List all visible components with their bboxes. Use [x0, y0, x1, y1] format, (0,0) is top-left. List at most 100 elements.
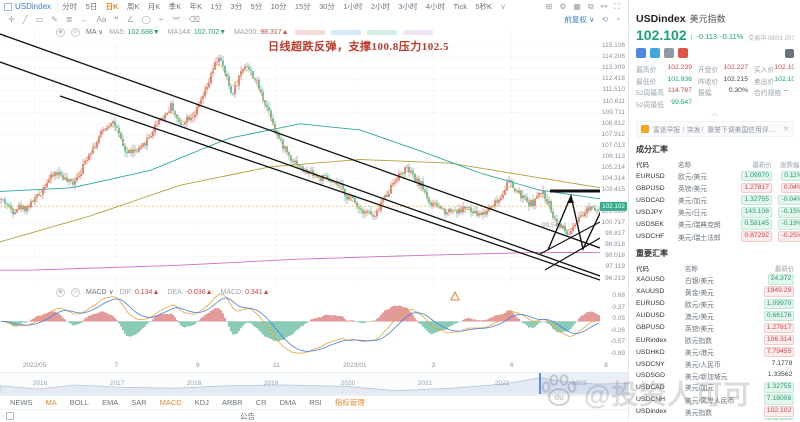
- ellipse-icon[interactable]: ◯: [141, 14, 151, 24]
- indicator-dma[interactable]: DMA: [279, 398, 297, 407]
- indicator-sar[interactable]: SAR: [131, 398, 147, 407]
- link-icon[interactable]: ⚯: [600, 1, 608, 11]
- candlestick-chart[interactable]: [0, 26, 600, 286]
- period-年K[interactable]: 年K: [189, 2, 203, 11]
- period-more-dropdown[interactable]: ∨: [500, 2, 506, 11]
- period-4小时[interactable]: 4小时: [425, 2, 446, 11]
- period-1小时[interactable]: 1小时: [343, 2, 363, 11]
- period-5秒K[interactable]: 5秒K: [475, 2, 493, 11]
- rectangle-icon[interactable]: ▭: [35, 14, 44, 24]
- column-header[interactable]: 涨跌幅 ∨: [794, 262, 800, 274]
- overlay-icon[interactable]: ⊞: [545, 1, 553, 11]
- indicator-manage-button[interactable]: 指标管理: [334, 398, 365, 407]
- quote-action-icon-3[interactable]: [664, 48, 674, 58]
- period-分时[interactable]: 分时: [62, 2, 78, 11]
- quote-action-icon-2[interactable]: [650, 48, 660, 58]
- period-3小时[interactable]: 3小时: [398, 2, 418, 11]
- period-月K[interactable]: 月K: [147, 2, 161, 11]
- quote-action-icon-1[interactable]: [636, 48, 646, 58]
- indicator-boll[interactable]: BOLL: [69, 398, 89, 407]
- adjust-dropdown[interactable]: 前复权 ∨: [564, 15, 595, 24]
- period-1分[interactable]: 1分: [210, 2, 223, 11]
- arrow-left-icon[interactable]: ←: [80, 14, 89, 24]
- fullscreen-icon[interactable]: ⛶: [614, 1, 620, 11]
- symbol-tab[interactable]: USDindex: [0, 0, 59, 13]
- column-header[interactable]: 代码: [636, 162, 649, 169]
- comment-icon[interactable]: ❝: [114, 14, 119, 24]
- column-header[interactable]: 最新价: [752, 162, 773, 169]
- period-10分[interactable]: 10分: [270, 2, 287, 11]
- column-header[interactable]: 名称: [684, 265, 698, 273]
- indicator-arbr[interactable]: ARBR: [221, 398, 243, 407]
- angle-icon[interactable]: ∠: [126, 14, 134, 24]
- macd-settings-icon[interactable]: ◎: [71, 287, 80, 297]
- period-15分[interactable]: 15分: [294, 2, 311, 11]
- indicator-macd[interactable]: MACD: [159, 398, 182, 407]
- settings-icon[interactable]: ⚙: [559, 1, 567, 11]
- news-banner[interactable]: 富途早报｜突发！惠誉下调美国信用评级，道琼… ✕: [636, 121, 794, 137]
- text-icon[interactable]: Aa: [96, 14, 107, 24]
- indicator-news[interactable]: NEWS: [10, 398, 33, 407]
- crosshair-icon[interactable]: ✛: [8, 14, 15, 24]
- navigator-selection[interactable]: [538, 373, 630, 395]
- indicator-kdj[interactable]: KDJ: [194, 398, 209, 407]
- indicator-ma[interactable]: MA: [45, 398, 57, 407]
- announcement-tab[interactable]: 公告: [240, 412, 255, 421]
- timeline-navigator[interactable]: 2016 2017 2018 2019 2020 2021 2022 2023: [0, 372, 630, 396]
- column-header[interactable]: 最新价: [774, 265, 795, 273]
- macd-dropdown[interactable]: MACD ∨: [86, 289, 114, 296]
- layout-icon[interactable]: ▦: [573, 1, 581, 11]
- screenshot-icon[interactable]: ⧉: [587, 1, 594, 11]
- collapse-chevron-icon[interactable]: ︿: [711, 110, 719, 117]
- period-2小时[interactable]: 2小时: [370, 2, 390, 11]
- ma-settings-icon[interactable]: ◎: [71, 27, 80, 37]
- period-5分[interactable]: 5分: [250, 2, 263, 11]
- panel-toggle-icon[interactable]: [6, 412, 14, 420]
- period-30分[interactable]: 30分: [319, 2, 335, 11]
- indicator-ema[interactable]: EMA: [101, 398, 119, 407]
- brush-icon[interactable]: ✎: [51, 14, 58, 24]
- column-header[interactable]: 名称: [678, 162, 691, 169]
- ruler-icon[interactable]: ⌤: [171, 14, 181, 24]
- period-季K[interactable]: 季K: [168, 2, 182, 11]
- macd-eye-icon[interactable]: ◉: [56, 287, 65, 297]
- indicator-rsi[interactable]: RSI: [309, 398, 322, 407]
- ma-eye-icon[interactable]: ◉: [56, 27, 65, 37]
- trendline-icon[interactable]: ╱: [22, 14, 28, 24]
- undo-icon[interactable]: ⟲: [601, 14, 609, 24]
- column-header[interactable]: 涨跌幅 ∨: [779, 162, 800, 169]
- indicator-cr[interactable]: CR: [255, 398, 267, 407]
- history-icon[interactable]: ◔: [615, 14, 620, 24]
- period-周K[interactable]: 周K: [126, 2, 140, 11]
- fib-icon[interactable]: ≣: [65, 14, 73, 24]
- eraser-icon[interactable]: ⌫: [188, 14, 201, 24]
- period-3分[interactable]: 3分: [230, 2, 243, 11]
- period-日K[interactable]: 日K: [105, 2, 119, 11]
- macd-chart[interactable]: [0, 286, 600, 360]
- close-icon[interactable]: ✕: [783, 126, 789, 133]
- ma-dropdown[interactable]: MA ∨: [86, 29, 104, 36]
- column-header[interactable]: 代码: [636, 265, 649, 273]
- panel-more-icon[interactable]: [785, 48, 794, 58]
- magnet-icon[interactable]: ⌁: [158, 14, 164, 24]
- period-5日[interactable]: 5日: [85, 2, 98, 11]
- period-Tick[interactable]: Tick: [453, 2, 467, 11]
